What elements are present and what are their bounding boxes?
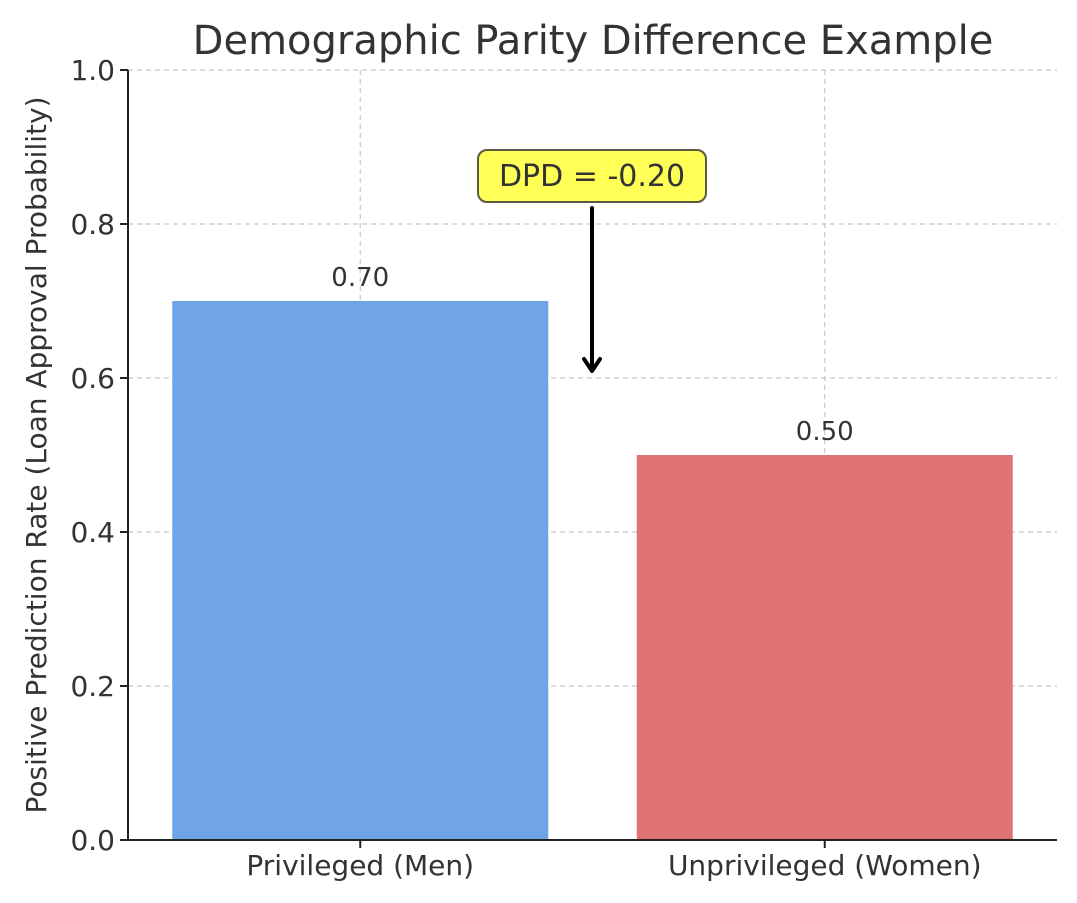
annotation-box (477, 149, 707, 203)
y-tick-label: 0.4 (70, 516, 115, 549)
bar (172, 301, 549, 840)
chart-title: Demographic Parity Difference Example (193, 18, 994, 64)
y-tick-label: 0.2 (70, 670, 115, 703)
bars (172, 301, 1013, 840)
bar-value-label: 0.70 (331, 263, 389, 293)
y-axis-label: Positive Prediction Rate (Loan Approval … (20, 97, 53, 814)
bar-value-label: 0.50 (796, 417, 854, 447)
axes: 0.0 0.2 0.4 0.6 0.8 1.0 Privileged (Men) Unpriv… (70, 54, 1057, 882)
x-tick-label: Unprivileged (Women) (668, 849, 982, 882)
annotation-text: DPD = -0.20 (499, 159, 685, 194)
annotation-arrow-head (582, 357, 602, 373)
y-tick-label: 0.8 (70, 208, 115, 241)
bar (636, 455, 1013, 840)
y-tick-label: 0.0 (70, 824, 115, 857)
y-tick-label: 1.0 (70, 54, 115, 87)
x-tick-label: Privileged (Men) (246, 849, 474, 882)
dpd-annotation: DPD = -0.20 (477, 149, 707, 373)
data-labels: 0.70 0.50 (331, 263, 853, 447)
y-tick-label: 0.6 (70, 362, 115, 395)
